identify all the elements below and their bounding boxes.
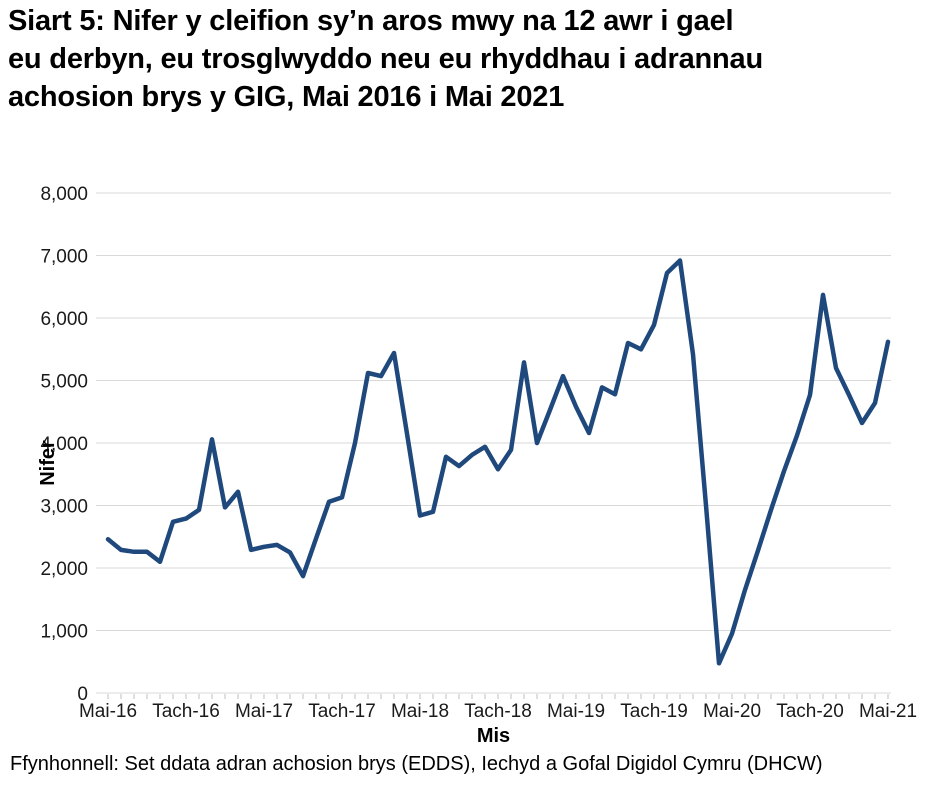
chart-title: Siart 5: Nifer y cleifion sy’n aros mwy … xyxy=(8,2,763,116)
source-note: Ffynhonnell: Set ddata adran achosion br… xyxy=(10,753,823,775)
x-tick-label: Mai-20 xyxy=(703,701,761,722)
y-axis-title: Nifer xyxy=(37,440,59,486)
x-tick-label: Tach-20 xyxy=(776,701,844,722)
y-tick-label: 8,000 xyxy=(40,184,88,205)
chart-title-line-1: Siart 5: Nifer y cleifion sy’n aros mwy … xyxy=(8,5,734,37)
chart-title-line-3: achosion brys y GIG, Mai 2016 i Mai 2021 xyxy=(8,81,565,113)
y-tick-label: 3,000 xyxy=(40,497,88,518)
chart-title-line-2: eu derbyn, eu trosglwyddo neu eu rhyddha… xyxy=(8,43,763,75)
x-tick-label: Tach-17 xyxy=(308,701,376,722)
y-tick-label: 4,000 xyxy=(40,434,88,455)
x-tick-label: Tach-19 xyxy=(620,701,688,722)
y-tick-label: 2,000 xyxy=(40,559,88,580)
y-tick-label: 1,000 xyxy=(40,622,88,643)
y-tick-label: 5,000 xyxy=(40,372,88,393)
x-tick-label: Mai-21 xyxy=(859,701,917,722)
x-axis-title: Mis xyxy=(477,725,510,747)
x-tick-label: Tach-18 xyxy=(464,701,532,722)
x-tick-label: Tach-16 xyxy=(152,701,220,722)
x-tick-label: Mai-16 xyxy=(79,701,137,722)
y-tick-label: 0 xyxy=(77,684,88,705)
data-series-line xyxy=(105,258,891,666)
y-tick-label: 7,000 xyxy=(40,247,88,268)
x-tick-label: Mai-19 xyxy=(547,701,605,722)
x-tick-label: Mai-17 xyxy=(235,701,293,722)
x-tick-label: Mai-18 xyxy=(391,701,449,722)
y-tick-label: 6,000 xyxy=(40,309,88,330)
